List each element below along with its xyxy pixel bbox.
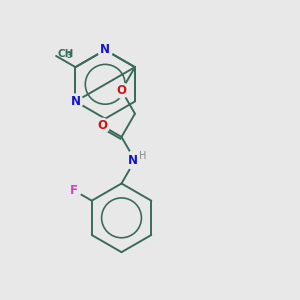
Text: N: N xyxy=(70,95,80,108)
Circle shape xyxy=(66,183,81,198)
Circle shape xyxy=(98,43,113,57)
Circle shape xyxy=(125,151,145,170)
Text: O: O xyxy=(116,84,127,97)
Circle shape xyxy=(94,118,110,133)
Text: H: H xyxy=(139,151,146,161)
Circle shape xyxy=(114,83,129,98)
Text: N: N xyxy=(100,44,110,56)
Text: CH: CH xyxy=(58,49,74,58)
Text: F: F xyxy=(70,184,78,197)
Text: O: O xyxy=(97,119,107,132)
Text: N: N xyxy=(128,154,138,167)
Circle shape xyxy=(68,94,83,109)
Text: 3: 3 xyxy=(67,51,72,60)
